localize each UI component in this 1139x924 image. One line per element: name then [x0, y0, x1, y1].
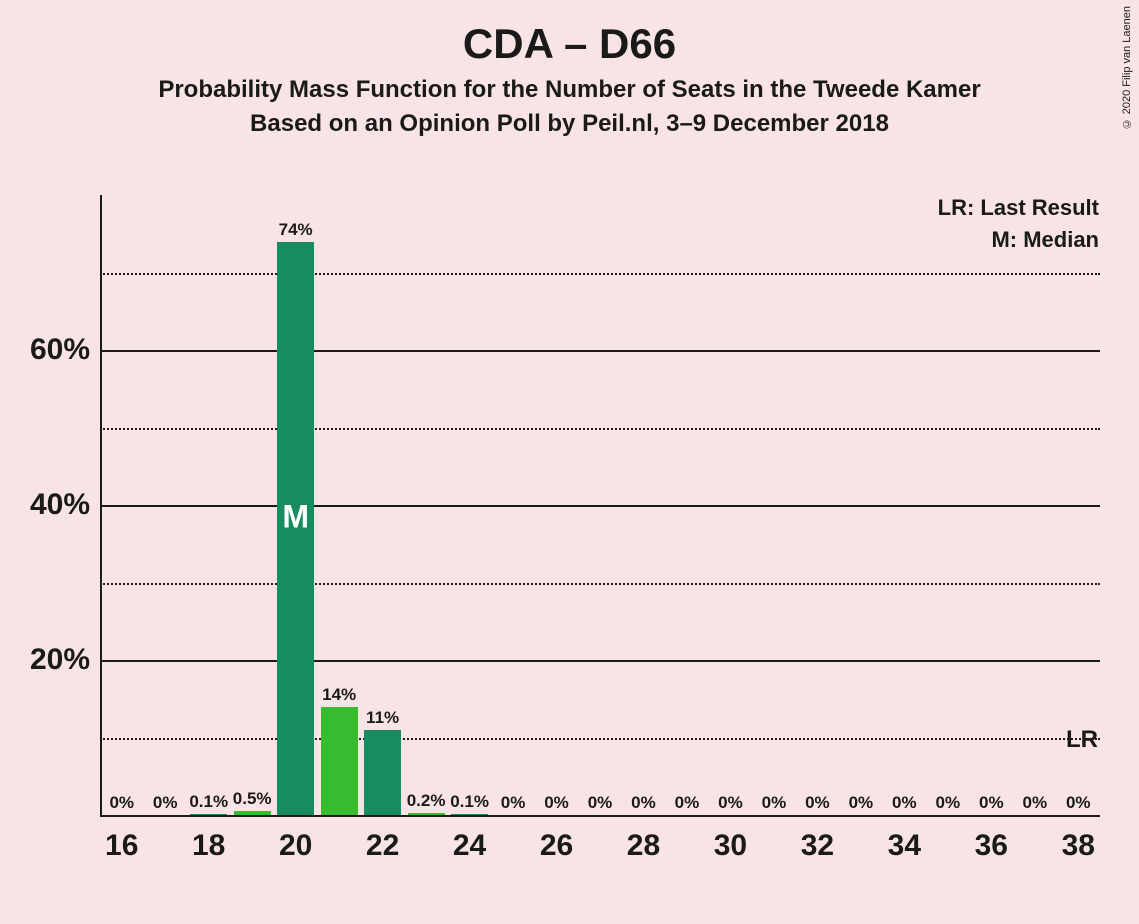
median-marker: M — [282, 499, 309, 536]
bar-value-label: 0% — [849, 793, 874, 813]
bar-value-label: 0% — [979, 793, 1004, 813]
copyright-text: © 2020 Filip van Laenen — [1121, 6, 1133, 129]
bar — [408, 813, 445, 815]
x-axis — [100, 815, 1100, 817]
y-tick-label: 20% — [30, 643, 90, 677]
x-tick-label: 28 — [627, 829, 660, 863]
x-tick-label: 22 — [366, 829, 399, 863]
chart-title: CDA – D66 — [0, 20, 1139, 68]
bar-value-label: 0% — [1066, 793, 1091, 813]
chart-subtitle-1: Probability Mass Function for the Number… — [0, 76, 1139, 104]
x-tick-label: 30 — [714, 829, 747, 863]
gridline-major — [100, 350, 1100, 352]
y-tick-label: 40% — [30, 488, 90, 522]
x-tick-label: 34 — [888, 829, 921, 863]
bar-value-label: 0% — [892, 793, 917, 813]
bar-value-label: 0% — [805, 793, 830, 813]
lr-marker: LR — [1066, 726, 1098, 754]
bar-value-label: 0% — [631, 793, 656, 813]
gridline-minor — [100, 428, 1100, 430]
bar-value-label: 11% — [366, 708, 399, 728]
bar-value-label: 74% — [279, 220, 313, 240]
pmf-bar-chart: 20%40%60%1618202224262830323436380%0%0.1… — [100, 195, 1100, 815]
bar — [190, 814, 227, 815]
titles-block: CDA – D66 Probability Mass Function for … — [0, 0, 1139, 138]
bar-value-label: 0% — [153, 793, 178, 813]
x-tick-label: 36 — [975, 829, 1008, 863]
bar-value-label: 0% — [718, 793, 743, 813]
bar-value-label: 0.1% — [189, 792, 228, 812]
x-tick-label: 38 — [1062, 829, 1095, 863]
x-tick-label: 16 — [105, 829, 138, 863]
bar-value-label: 0% — [675, 793, 700, 813]
chart-subtitle-2: Based on an Opinion Poll by Peil.nl, 3–9… — [0, 110, 1139, 138]
gridline-minor — [100, 738, 1100, 740]
bar-value-label: 0.1% — [450, 792, 489, 812]
x-tick-label: 20 — [279, 829, 312, 863]
x-tick-label: 32 — [801, 829, 834, 863]
bar-value-label: 0% — [544, 793, 569, 813]
x-tick-label: 26 — [540, 829, 573, 863]
bar-value-label: 0% — [109, 793, 134, 813]
gridline-major — [100, 660, 1100, 662]
y-tick-label: 60% — [30, 333, 90, 367]
x-tick-label: 24 — [453, 829, 486, 863]
bar-value-label: 0% — [762, 793, 787, 813]
x-tick-label: 18 — [192, 829, 225, 863]
bar-value-label: 0.2% — [407, 791, 446, 811]
bar — [321, 707, 358, 816]
bar-value-label: 0% — [1022, 793, 1047, 813]
bar-value-label: 0% — [501, 793, 526, 813]
bar — [234, 811, 271, 815]
bar — [451, 814, 488, 815]
bar — [364, 730, 401, 815]
bar-value-label: 0% — [588, 793, 613, 813]
bar-value-label: 0.5% — [233, 789, 272, 809]
gridline-major — [100, 505, 1100, 507]
gridline-minor — [100, 273, 1100, 275]
bar-value-label: 0% — [936, 793, 961, 813]
gridline-minor — [100, 583, 1100, 585]
bar-value-label: 14% — [322, 685, 356, 705]
